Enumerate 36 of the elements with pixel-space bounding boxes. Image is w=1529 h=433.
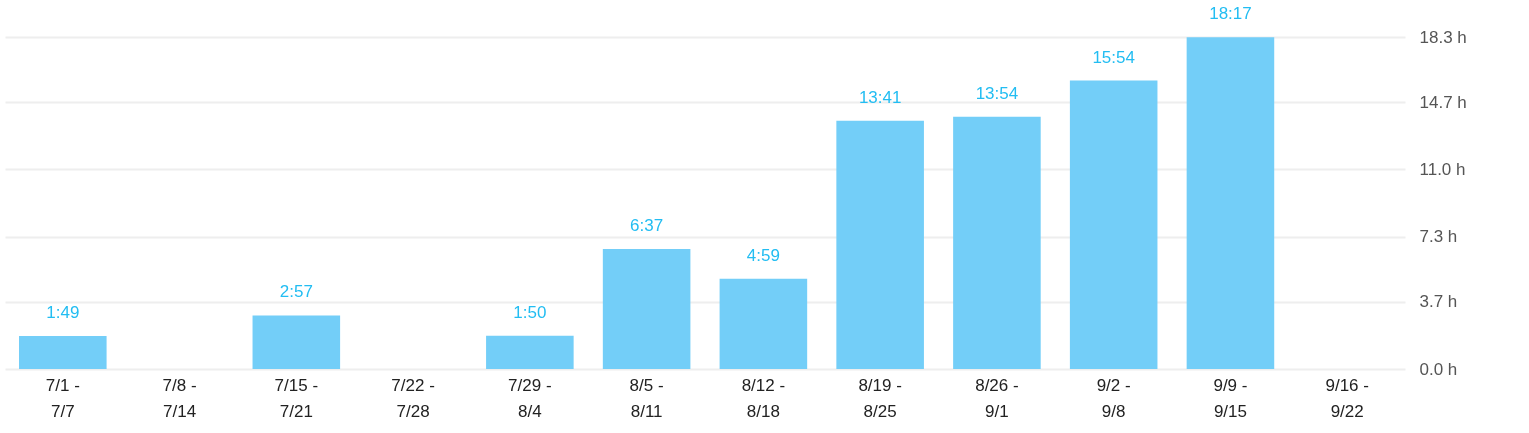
x-tick-label: 7/22 - 7/28 — [391, 375, 435, 421]
bar — [836, 120, 924, 369]
x-tick-label: 8/5 - 8/11 — [629, 375, 664, 421]
bar — [486, 335, 574, 369]
x-tick-label: 9/2 - 9/8 — [1096, 375, 1131, 421]
bar — [602, 248, 691, 369]
bar — [953, 116, 1041, 369]
x-tick-label: 8/12 - 8/18 — [741, 375, 786, 421]
bar — [19, 335, 107, 369]
data-label: 2:57 — [279, 282, 313, 302]
y-tick-label: 7.3 h — [1419, 227, 1458, 247]
data-label: 13:41 — [858, 87, 902, 107]
y-tick-label: 0.0 h — [1419, 359, 1458, 379]
bar — [1186, 37, 1275, 369]
data-label: 1:50 — [513, 302, 547, 322]
data-label: 1:49 — [46, 302, 80, 322]
x-tick-label: 7/8 - 7/14 — [162, 375, 197, 421]
x-tick-label: 7/1 - 7/7 — [45, 375, 80, 421]
y-tick-label: 18.3 h — [1419, 27, 1467, 47]
x-tick-label: 8/19 - 8/25 — [858, 375, 902, 421]
bar — [252, 315, 341, 369]
bar — [1069, 80, 1158, 369]
x-tick-label: 8/26 - 9/1 — [975, 375, 1019, 421]
data-label: 4:59 — [746, 245, 780, 265]
x-tick-label: 7/15 - 7/21 — [274, 375, 319, 421]
x-tick-label: 9/9 - 9/15 — [1213, 375, 1248, 421]
data-label: 15:54 — [1092, 47, 1135, 67]
y-tick-label: 14.7 h — [1419, 92, 1467, 112]
data-label: 18:17 — [1209, 4, 1252, 24]
data-label: 13:54 — [975, 83, 1019, 103]
data-label: 6:37 — [630, 215, 664, 235]
y-tick-label: 11.0 h — [1419, 159, 1466, 179]
x-tick-label: 7/29 - 8/4 — [508, 375, 552, 421]
bar — [719, 278, 808, 369]
x-tick-label: 9/16 - 9/22 — [1325, 375, 1369, 421]
y-tick-label: 3.7 h — [1419, 292, 1458, 312]
